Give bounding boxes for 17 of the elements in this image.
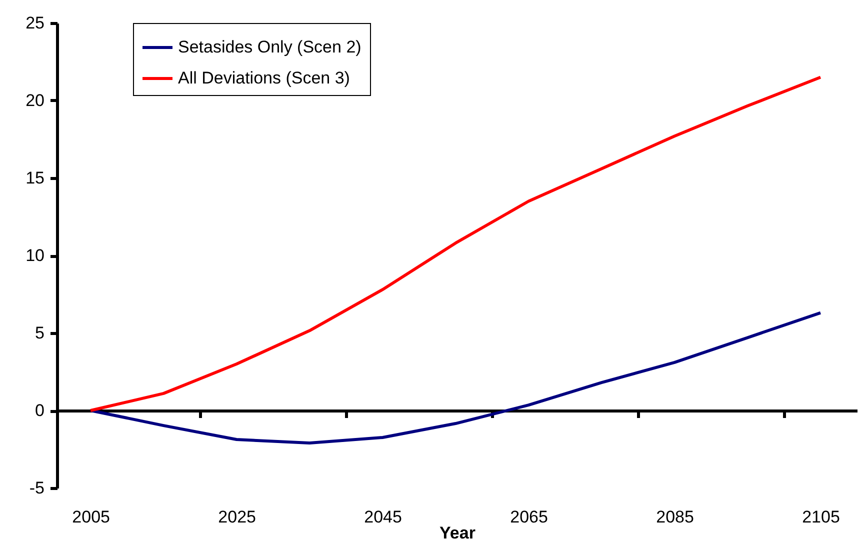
- y-tick-label: 25: [26, 14, 44, 32]
- legend-label: Setasides Only (Scen 2): [178, 38, 362, 56]
- y-tick-label: -5: [29, 478, 44, 498]
- x-axis-title: Year: [440, 524, 476, 542]
- x-tick-label: 2105: [802, 508, 840, 526]
- y-tick-label: 10: [26, 246, 44, 265]
- x-tick-label: 2065: [510, 508, 548, 526]
- x-tick-label: 2045: [364, 508, 402, 526]
- line-series: [89, 311, 822, 445]
- y-tick-label: 0: [35, 401, 44, 420]
- x-tick-label: 2005: [72, 508, 110, 526]
- x-tick-label: 2025: [218, 508, 256, 526]
- y-tick-label: 15: [26, 168, 44, 188]
- x-tick-label: 2085: [656, 508, 694, 526]
- y-tick-label: 20: [26, 91, 44, 110]
- legend-label: All Deviations (Scen 3): [178, 68, 350, 88]
- y-tick-label: 5: [35, 324, 44, 342]
